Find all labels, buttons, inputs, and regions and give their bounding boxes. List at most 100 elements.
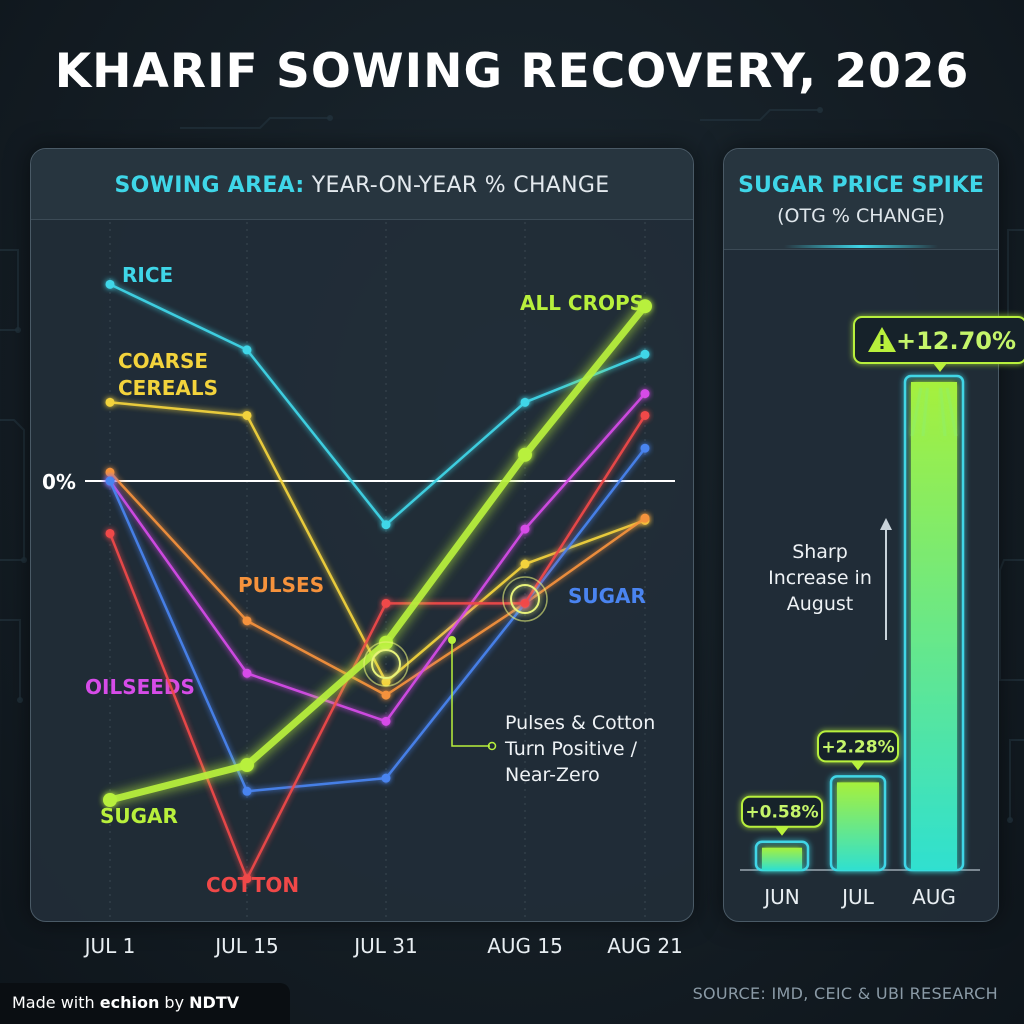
- data-point-pulses: [105, 467, 115, 477]
- panel-title-rest: YEAR-ON-YEAR % CHANGE: [311, 173, 610, 198]
- series-oilseeds: OILSEEDS: [85, 389, 650, 726]
- data-point-rice: [520, 397, 530, 407]
- series-label-sugar-green: SUGAR: [100, 804, 178, 828]
- glow-ray: [921, 387, 929, 437]
- bar-category-label: JUN: [762, 885, 800, 909]
- annotation-dot: [448, 636, 456, 644]
- sugar-price-panel-header: SUGAR PRICE SPIKE (OTG % CHANGE): [724, 149, 998, 250]
- series-cotton: COTTON: [105, 410, 650, 897]
- bar-aug: [911, 382, 957, 870]
- data-point-coarse-cereals: [520, 559, 530, 569]
- series-label-cotton: COTTON: [206, 873, 299, 897]
- bar-jun: [762, 847, 802, 870]
- bar-value-callout: +12.70%: [853, 316, 1024, 372]
- x-tick-label: JUL 15: [213, 934, 279, 958]
- bar-annotation-text: Sharp Increase in August: [768, 541, 872, 615]
- credit-brand: echion: [99, 993, 160, 1012]
- sowing-area-panel-header: SOWING AREA: YEAR-ON-YEAR % CHANGE: [31, 149, 693, 220]
- series-label-oilseeds: OILSEEDS: [85, 675, 195, 699]
- credit-text: Made with echion by NDTV: [12, 993, 239, 1012]
- data-point-rice: [242, 345, 252, 355]
- data-point-rice: [640, 349, 650, 359]
- series-sugar: SUGAR: [105, 443, 650, 796]
- callout-pointer: [851, 761, 865, 771]
- bar-jul: [837, 782, 879, 870]
- credit-prefix: Made with: [12, 993, 95, 1012]
- series-rice: RICE: [105, 263, 650, 530]
- series-coarse-cereals: COARSE CEREALS: [105, 349, 650, 687]
- data-point-pulses: [640, 513, 650, 523]
- page-title: KHARIF SOWING RECOVERY, 2026: [54, 44, 970, 99]
- highlight-ring: [371, 649, 401, 679]
- data-point-rice: [105, 279, 115, 289]
- data-point-oilseeds: [520, 524, 530, 534]
- x-tick-label: JUL 1: [83, 934, 136, 958]
- data-point-sugar: [242, 786, 252, 796]
- sowing-line-chart: JUL 1 JUL 15 JUL 31 AUG 15 AUG 21 0% RICE COARS…: [42, 222, 683, 958]
- series-label-coarse-cereals: COARSE CEREALS: [118, 349, 218, 400]
- bar-value-label: +12.70%: [896, 327, 1016, 355]
- data-point-cotton: [640, 410, 650, 420]
- bar-value-callout: +2.28%: [817, 730, 899, 771]
- series-label-all-crops: ALL CROPS: [520, 291, 644, 315]
- x-tick-label: JUL 31: [352, 934, 418, 958]
- data-point-oilseeds: [381, 716, 391, 726]
- zero-label: 0%: [42, 470, 76, 494]
- sugar-bar-chart: JUN +0.58% JUL +2.28% AUG +12.70% Sharp Increas…: [740, 316, 1024, 909]
- x-tick-label: AUG 21: [607, 934, 683, 958]
- panel-title-accent: SOWING AREA:: [114, 173, 305, 198]
- data-point-pulses: [381, 690, 391, 700]
- data-point-all-crops: [518, 447, 532, 462]
- data-point-cotton: [381, 598, 391, 608]
- bar-value-label: +0.58%: [745, 803, 818, 823]
- data-point-cotton: [242, 874, 252, 884]
- series-label-pulses: PULSES: [238, 573, 324, 597]
- sugar-price-panel-title: SUGAR PRICE SPIKE: [738, 173, 984, 198]
- warning-mark: [880, 335, 884, 344]
- credit-org: NDTV: [189, 993, 240, 1012]
- increase-arrow-head: [880, 518, 892, 530]
- source-note: SOURCE: IMD, CEIC & UBI RESEARCH: [692, 984, 998, 1003]
- sugar-price-panel-subtitle: (OTG % CHANGE): [777, 205, 945, 227]
- callout-pointer: [933, 363, 947, 372]
- data-point-coarse-cereals: [381, 677, 391, 687]
- annotation-leader: [451, 640, 490, 747]
- glow-ray: [939, 387, 947, 437]
- series-pulses: PULSES: [105, 467, 650, 700]
- data-point-sugar: [381, 773, 391, 783]
- glow-ray: [945, 387, 958, 437]
- data-point-rice: [381, 520, 391, 530]
- bar-category-label: JUL: [840, 885, 875, 909]
- credit-by: by: [164, 993, 185, 1012]
- data-point-coarse-cereals: [105, 397, 115, 407]
- data-point-sugar: [640, 443, 650, 453]
- callout-pointer: [775, 826, 789, 836]
- highlight-ring-outer: [502, 576, 548, 622]
- header-glow-line: [784, 245, 938, 248]
- series-label-sugar: SUGAR: [568, 584, 646, 608]
- annotation-end: [487, 741, 497, 751]
- data-point-all-crops: [103, 793, 117, 808]
- data-point-sugar: [105, 476, 115, 486]
- x-tick-label: AUG 15: [487, 934, 563, 958]
- data-point-all-crops: [638, 299, 652, 314]
- data-point-coarse-cereals: [242, 410, 252, 420]
- warning-dot: [880, 346, 884, 349]
- data-point-cotton: [520, 598, 530, 608]
- data-point-pulses: [242, 616, 252, 626]
- credit-badge: Made with echion by NDTV: [0, 983, 290, 1024]
- highlight-ring-outer: [363, 641, 409, 687]
- data-point-all-crops: [240, 758, 254, 773]
- bar-value-callout: +0.58%: [741, 795, 823, 836]
- data-point-oilseeds: [640, 389, 650, 399]
- bar-category-label: AUG: [912, 885, 956, 909]
- annotation-text: Pulses & Cotton Turn Positive / Near-Zero: [504, 712, 655, 786]
- bar-value-label: +2.28%: [821, 737, 894, 757]
- highlight-ring: [510, 584, 540, 614]
- sowing-area-panel-title: SOWING AREA: YEAR-ON-YEAR % CHANGE: [31, 173, 693, 198]
- data-point-oilseeds: [242, 668, 252, 678]
- glow-ray: [910, 387, 923, 437]
- data-point-cotton: [105, 528, 115, 538]
- series-label-rice: RICE: [122, 263, 173, 287]
